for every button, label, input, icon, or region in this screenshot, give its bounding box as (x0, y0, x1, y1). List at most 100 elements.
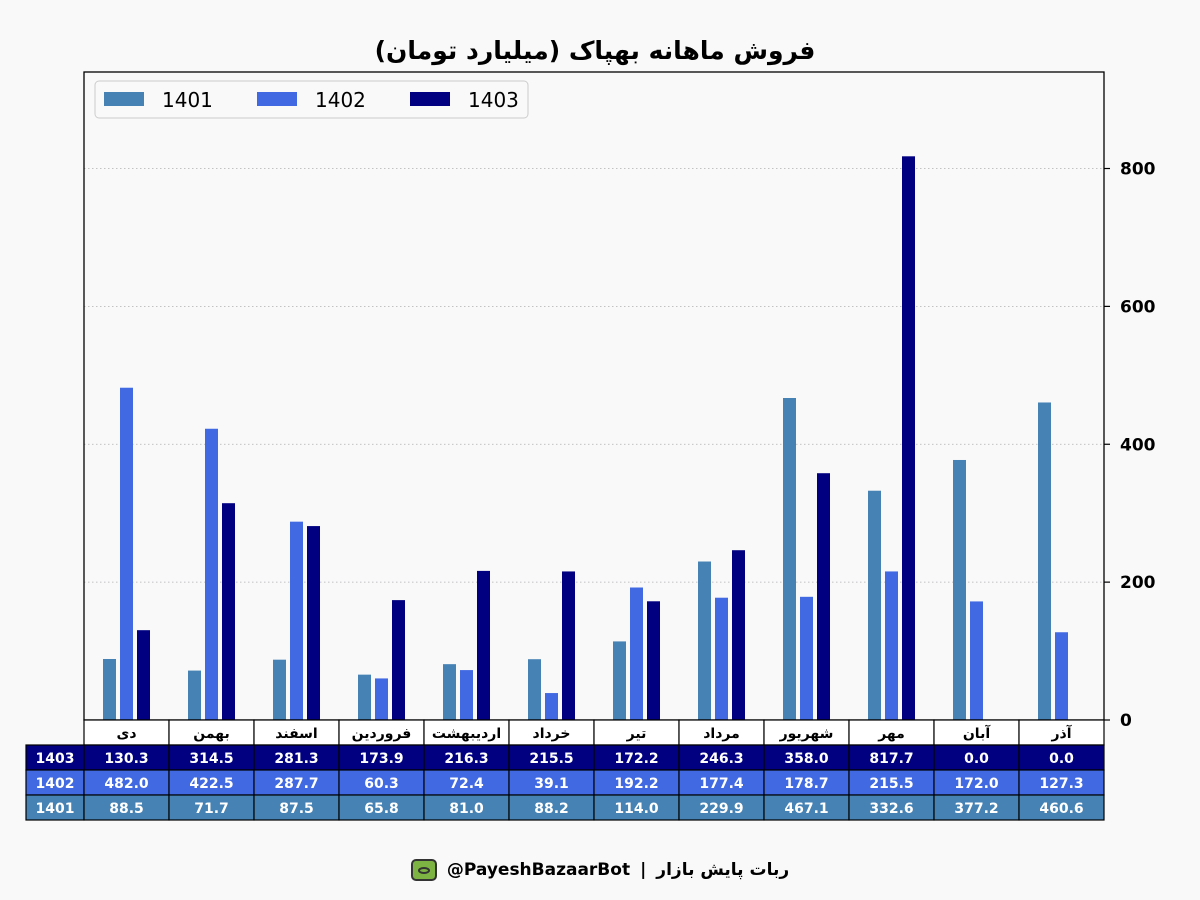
table-cell (848, 794, 935, 821)
y-tick-label: 400 (1120, 435, 1156, 455)
table-cell (253, 769, 340, 796)
category-label: مرداد (703, 726, 740, 742)
plot-frame (83, 71, 1105, 721)
table-cell (678, 744, 765, 771)
table-cell (338, 769, 425, 796)
footer: @PayeshBazaarBot | ربات پایش بازار (0, 855, 1200, 885)
bar-1402 (375, 678, 388, 720)
table-cell (338, 794, 425, 821)
table-header-cell (763, 719, 850, 746)
data-label: 0.0 (964, 751, 989, 767)
category-label: مهر (877, 726, 905, 742)
bar-1403 (137, 630, 150, 720)
legend-swatch-1403 (410, 92, 450, 106)
bar-1402 (545, 693, 558, 720)
footer-handle[interactable]: @PayeshBazaarBot (446, 860, 631, 880)
bar-1402 (1055, 632, 1068, 720)
data-label: 467.1 (784, 801, 828, 817)
data-label: 281.3 (274, 751, 318, 767)
bar-1402 (205, 428, 218, 720)
bar-1402 (715, 597, 728, 720)
table-cell (593, 744, 680, 771)
table-row-label-cell (25, 744, 85, 771)
category-label: تیر (626, 726, 647, 742)
table-header-cell (1018, 719, 1105, 746)
data-label: 114.0 (614, 801, 659, 817)
data-label: 60.3 (364, 776, 399, 792)
data-label: 358.0 (784, 751, 829, 767)
data-label: 177.4 (699, 776, 744, 792)
table-cell (253, 744, 340, 771)
category-label: آذر (1050, 724, 1072, 742)
legend-label-1401: 1401 (162, 88, 213, 112)
bar-1403 (817, 473, 830, 720)
category-label: شهریور (779, 726, 834, 742)
data-label: 460.6 (1039, 801, 1083, 817)
table-row-label: 1401 (36, 801, 75, 817)
bar-1403 (902, 156, 915, 720)
bar-1403 (222, 503, 235, 720)
bar-1402 (800, 596, 813, 720)
data-label: 215.5 (529, 751, 573, 767)
data-label: 216.3 (444, 751, 488, 767)
category-label: خرداد (533, 726, 571, 742)
data-label: 81.0 (449, 801, 484, 817)
legend-label-1403: 1403 (468, 88, 519, 112)
bar-1403 (562, 571, 575, 720)
category-label: اردیبهشت (432, 726, 501, 742)
bar-1401 (188, 670, 201, 720)
bar-1402 (290, 521, 303, 720)
category-label: بهمن (193, 726, 229, 742)
table-header-cell (253, 719, 340, 746)
bar-1401 (528, 659, 541, 720)
data-label: 71.7 (194, 801, 229, 817)
data-table: دی بهمن اسفند فروردین اردیبهشت خرداد تیر مرداد ش… (25, 719, 1105, 821)
bars (103, 156, 1068, 720)
table-cell (508, 744, 595, 771)
data-label: 246.3 (699, 751, 743, 767)
data-label: 215.5 (869, 776, 913, 792)
y-axis: 0 200 400 600 800 (1104, 160, 1156, 731)
legend-swatch-1402 (257, 92, 297, 106)
data-label: 72.4 (449, 776, 484, 792)
data-label: 172.2 (614, 751, 658, 767)
footer-separator: | (640, 860, 647, 880)
table-cell (423, 744, 510, 771)
bar-1401 (613, 641, 626, 720)
bar-1403 (392, 600, 405, 720)
data-label: 817.7 (869, 751, 913, 767)
data-label: 88.2 (534, 801, 569, 817)
bar-1401 (273, 659, 286, 720)
bar-1402 (120, 387, 133, 720)
footer-bot-name: ربات پایش بازار (656, 860, 790, 880)
monitor-bot-icon (410, 859, 437, 881)
data-label: 127.3 (1039, 776, 1083, 792)
legend-swatch-1401 (104, 92, 144, 106)
table-row-label-cell (25, 769, 85, 796)
bar-1403 (647, 601, 660, 720)
bar-1401 (443, 664, 456, 720)
table-cell (763, 744, 850, 771)
legend-label-1402: 1402 (315, 88, 366, 112)
data-label: 332.6 (869, 801, 913, 817)
bar-1402 (885, 571, 898, 720)
table-cell (253, 794, 340, 821)
table-cell (168, 794, 255, 821)
data-label: 65.8 (364, 801, 399, 817)
data-label: 377.2 (954, 801, 998, 817)
bar-1401 (868, 490, 881, 720)
category-label: اسفند (275, 726, 317, 742)
bar-1401 (698, 561, 711, 720)
bar-1401 (783, 397, 796, 720)
bar-1402 (630, 587, 643, 720)
table-cell (1018, 769, 1105, 796)
table-row-label: 1402 (36, 776, 75, 792)
y-tick-label: 200 (1120, 573, 1156, 593)
table-cell (678, 794, 765, 821)
data-label: 0.0 (1049, 751, 1074, 767)
table-header-cell (593, 719, 680, 746)
y-tick-label: 800 (1120, 160, 1156, 180)
table-header-cell (933, 719, 1020, 746)
data-label: 87.5 (279, 801, 314, 817)
data-label: 229.9 (699, 801, 743, 817)
